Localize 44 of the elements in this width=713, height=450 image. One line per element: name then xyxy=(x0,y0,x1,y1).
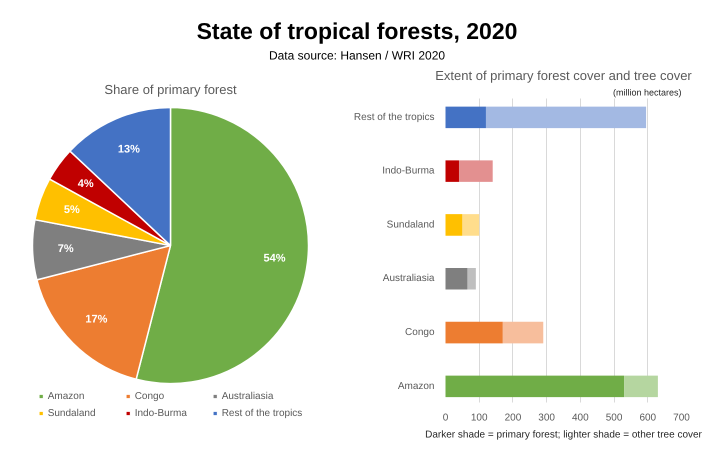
text: (million hectares) xyxy=(612,88,682,98)
data-label: 7% xyxy=(58,242,74,255)
text: State of tropical forests, 2020 xyxy=(196,18,518,44)
chart-title: Extent of primary forest cover and tree cover xyxy=(435,68,692,83)
x-axis-title: Darker shade = primary forest; lighter shade = other tree cover xyxy=(425,430,703,440)
legend-label: Congo xyxy=(134,390,166,403)
bar xyxy=(446,106,486,128)
y-tick-label: Indo-Burma xyxy=(382,166,435,177)
bar xyxy=(467,268,476,290)
x-tick-label: 600 xyxy=(639,412,657,424)
bar xyxy=(462,214,480,236)
data-label: 13% xyxy=(118,143,140,156)
x-tick-label: 500 xyxy=(606,412,623,424)
bar xyxy=(446,268,468,290)
bar xyxy=(446,376,624,398)
data-label: 54% xyxy=(264,252,286,265)
chart-title: Share of primary forest xyxy=(104,82,237,97)
bar xyxy=(502,322,544,344)
legend-label: Australiasia xyxy=(222,390,274,403)
bar xyxy=(446,214,462,236)
y-tick-label: Congo xyxy=(405,327,435,338)
legend-label: Rest of the tropics xyxy=(222,406,302,420)
y-tick-label: Sundaland xyxy=(386,219,435,230)
bar xyxy=(624,376,658,398)
bar xyxy=(446,160,459,182)
y-tick-label: Rest of the tropics xyxy=(354,112,435,123)
bar xyxy=(458,160,493,182)
x-tick-label: 300 xyxy=(538,412,556,424)
x-tick-label: 400 xyxy=(572,412,590,424)
x-tick-label: 100 xyxy=(470,412,488,424)
legend-label: Sundaland xyxy=(48,406,97,420)
y-tick-label: Australiasia xyxy=(382,273,435,284)
legend-label: Amazon xyxy=(48,390,86,403)
y-tick-label: Amazon xyxy=(398,380,435,392)
data-label: 4% xyxy=(78,178,94,190)
bar xyxy=(486,106,646,128)
data-label: 17% xyxy=(85,314,108,326)
x-tick-label: 200 xyxy=(504,412,522,424)
x-tick-label: 700 xyxy=(673,412,690,424)
bar xyxy=(446,322,503,344)
data-label: 5% xyxy=(64,204,80,216)
x-tick-label: 0 xyxy=(442,412,449,424)
text: Data source: Hansen / WRI 2020 xyxy=(268,48,446,63)
legend-label: Indo-Burma xyxy=(134,406,188,420)
